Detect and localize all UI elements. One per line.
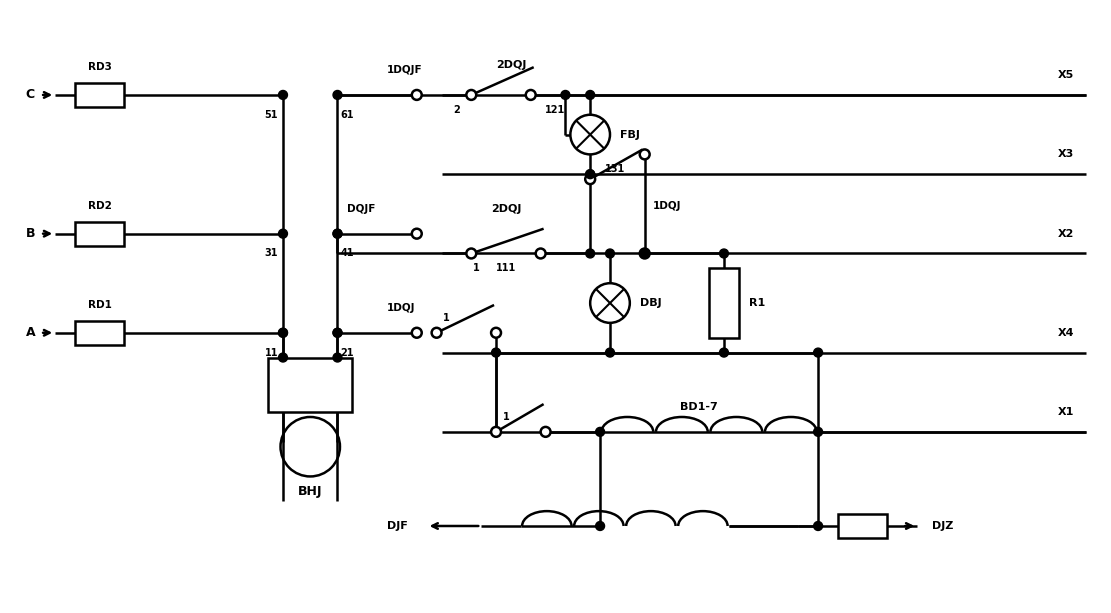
Circle shape bbox=[412, 229, 422, 238]
Text: RD2: RD2 bbox=[88, 201, 111, 211]
Text: 2DQJ: 2DQJ bbox=[496, 60, 527, 70]
Circle shape bbox=[412, 90, 422, 100]
Circle shape bbox=[605, 348, 614, 357]
Circle shape bbox=[432, 328, 441, 338]
Circle shape bbox=[333, 329, 342, 337]
Text: 61: 61 bbox=[340, 110, 354, 120]
Text: 1DQJF: 1DQJF bbox=[387, 65, 422, 75]
Text: DBJ: DBJ bbox=[640, 298, 661, 308]
Text: X1: X1 bbox=[1058, 407, 1074, 417]
Circle shape bbox=[813, 348, 822, 357]
Text: 31: 31 bbox=[264, 248, 278, 259]
Circle shape bbox=[526, 90, 536, 100]
Text: RD1: RD1 bbox=[88, 300, 111, 310]
Circle shape bbox=[720, 348, 729, 357]
Text: 1DQJ: 1DQJ bbox=[387, 303, 416, 313]
Bar bbox=[74, 321, 124, 345]
Circle shape bbox=[640, 150, 650, 159]
Text: 41: 41 bbox=[340, 248, 354, 259]
Circle shape bbox=[279, 353, 288, 362]
Text: 21: 21 bbox=[340, 348, 354, 357]
Circle shape bbox=[585, 91, 594, 99]
Text: DJF: DJF bbox=[387, 521, 408, 531]
Circle shape bbox=[467, 90, 477, 100]
Text: 51: 51 bbox=[264, 110, 278, 120]
Text: 111: 111 bbox=[496, 264, 517, 273]
Circle shape bbox=[585, 249, 594, 258]
Circle shape bbox=[640, 248, 650, 259]
Circle shape bbox=[585, 170, 594, 178]
Circle shape bbox=[605, 249, 614, 258]
Text: DQJF: DQJF bbox=[348, 204, 376, 214]
Text: 2DQJ: 2DQJ bbox=[491, 204, 521, 214]
Circle shape bbox=[720, 249, 729, 258]
Circle shape bbox=[333, 229, 342, 238]
Bar bbox=[838, 514, 888, 538]
Circle shape bbox=[279, 329, 288, 337]
Circle shape bbox=[333, 91, 342, 99]
Text: 1: 1 bbox=[473, 264, 480, 273]
Circle shape bbox=[279, 229, 288, 238]
Circle shape bbox=[813, 427, 822, 436]
Circle shape bbox=[640, 249, 649, 258]
Text: 1: 1 bbox=[502, 412, 509, 422]
Text: X4: X4 bbox=[1058, 328, 1074, 338]
Text: A: A bbox=[26, 326, 36, 339]
Circle shape bbox=[412, 328, 422, 338]
Circle shape bbox=[595, 427, 604, 436]
Circle shape bbox=[279, 329, 288, 337]
Circle shape bbox=[561, 91, 570, 99]
Circle shape bbox=[279, 91, 288, 99]
Circle shape bbox=[595, 522, 604, 530]
Bar bbox=[74, 222, 124, 246]
Text: X3: X3 bbox=[1058, 150, 1074, 159]
Bar bbox=[268, 357, 352, 412]
Circle shape bbox=[467, 248, 477, 259]
Circle shape bbox=[536, 248, 546, 259]
Text: 11: 11 bbox=[264, 348, 278, 357]
Text: 131: 131 bbox=[605, 164, 625, 174]
Text: X5: X5 bbox=[1058, 70, 1074, 80]
Circle shape bbox=[541, 427, 551, 437]
Circle shape bbox=[491, 427, 501, 437]
Circle shape bbox=[491, 348, 500, 357]
Text: C: C bbox=[26, 88, 34, 101]
Bar bbox=[709, 268, 739, 338]
Circle shape bbox=[491, 328, 501, 338]
Circle shape bbox=[333, 229, 342, 238]
Circle shape bbox=[333, 353, 342, 362]
Circle shape bbox=[585, 174, 595, 184]
Text: 2: 2 bbox=[334, 362, 341, 373]
Text: BHJ: BHJ bbox=[298, 485, 322, 498]
Text: FBJ: FBJ bbox=[620, 129, 640, 140]
Circle shape bbox=[813, 522, 822, 530]
Circle shape bbox=[585, 170, 594, 178]
Text: R1: R1 bbox=[749, 298, 765, 308]
Bar bbox=[74, 83, 124, 107]
Text: BD1-7: BD1-7 bbox=[680, 402, 718, 412]
Text: 1: 1 bbox=[280, 362, 287, 373]
Text: B: B bbox=[26, 227, 36, 240]
Text: 121: 121 bbox=[546, 105, 565, 115]
Text: RD3: RD3 bbox=[88, 62, 111, 72]
Text: 1: 1 bbox=[443, 313, 450, 323]
Circle shape bbox=[333, 329, 342, 337]
Text: 2: 2 bbox=[453, 105, 460, 115]
Text: X2: X2 bbox=[1058, 229, 1074, 238]
Text: DJZ: DJZ bbox=[932, 521, 953, 531]
Text: 1DQJ: 1DQJ bbox=[652, 202, 681, 211]
